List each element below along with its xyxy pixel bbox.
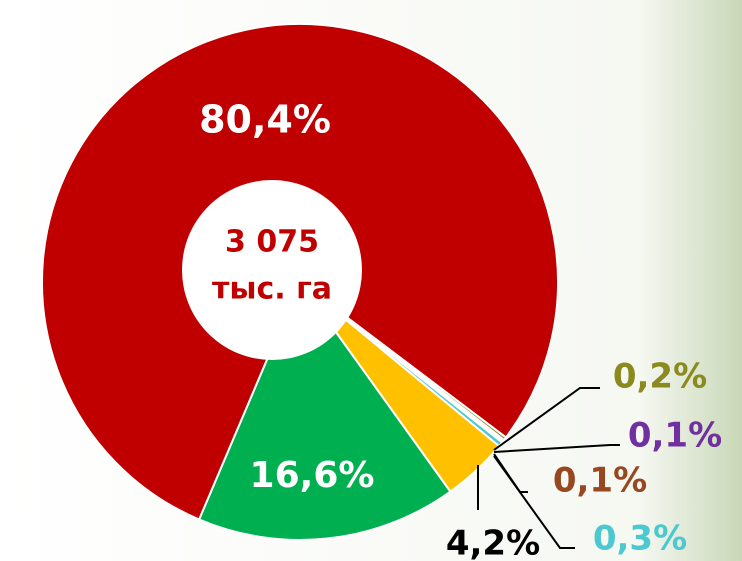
data-label: 16,6% <box>250 455 375 496</box>
leader-line <box>493 387 600 451</box>
leader-line <box>493 444 620 453</box>
center-value: 3 075 <box>225 225 319 260</box>
data-label: 0,1% <box>628 416 722 456</box>
data-label: 80,4% <box>199 98 331 142</box>
data-label: 0,1% <box>553 461 647 501</box>
slice <box>197 279 452 541</box>
data-label: 0,3% <box>593 519 687 559</box>
leader-line <box>493 455 575 549</box>
leader-lines <box>477 387 620 549</box>
center-unit: тыс. га <box>212 272 332 307</box>
data-label: 4,2% <box>446 524 540 561</box>
donut-hole <box>182 180 362 360</box>
data-label: 0,2% <box>613 357 707 397</box>
